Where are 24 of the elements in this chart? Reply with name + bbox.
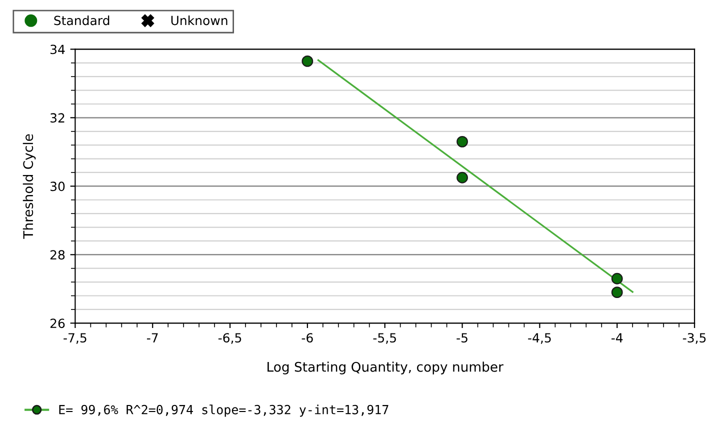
x-tick-label: -3,5 xyxy=(682,333,706,344)
x-tick-label: -5 xyxy=(456,333,468,343)
legend-label: Unknown xyxy=(171,16,228,26)
y-tick-label: 30 xyxy=(50,182,65,192)
point xyxy=(611,286,623,298)
x-tick-label: -4 xyxy=(611,333,623,342)
legend-label: Standard xyxy=(54,16,110,26)
point xyxy=(456,136,468,148)
y-tick-label: 28 xyxy=(50,250,65,260)
point xyxy=(611,272,623,284)
x-tick-label: -6,5 xyxy=(218,333,242,344)
point xyxy=(302,56,314,67)
x-axis-title: Log Starting Quantity, copy number xyxy=(268,362,504,374)
x-tick-label: -6 xyxy=(302,333,313,343)
text: E= 99,6% R^2=0,974 slope=-3,332 y-int=13,917 xyxy=(59,404,388,417)
y-tick-label: 34 xyxy=(50,44,65,54)
y-tick-label: 26 xyxy=(50,318,65,328)
x-tick-label: -7,5 xyxy=(64,333,86,344)
y-tick-label: 32 xyxy=(50,113,64,123)
x-tick-label: -7 xyxy=(146,333,158,342)
point xyxy=(456,172,468,184)
x-tick-label: -5,5 xyxy=(373,333,396,344)
y-axis-title: Threshold Cycle xyxy=(22,134,36,239)
x-tick-label: -4,5 xyxy=(528,333,551,344)
